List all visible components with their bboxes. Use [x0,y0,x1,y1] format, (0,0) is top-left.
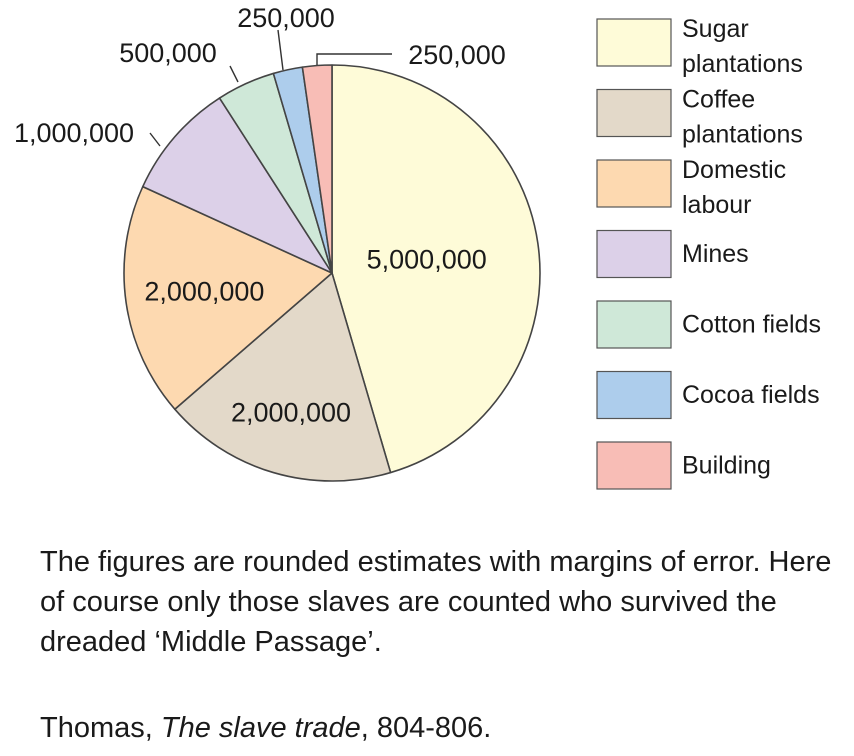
leader-line-mines [149,132,161,147]
slice-value-label-sugar-plantations: 5,000,000 [367,244,487,274]
legend-label-line: labour [682,191,752,219]
legend-label-domestic-labour: Domestic labour [682,156,786,219]
pie-chart: 5,000,000 2,000,000 2,000,000 1,000,000 500,… [14,3,821,490]
figure-note: The figures are rounded estimates with m… [40,546,832,658]
source-citation: Thomas, The slave trade, 804-806. [40,708,848,748]
citation-title: The slave trade [160,712,361,744]
leader-line-cotton-fields [229,65,239,83]
pie-slices [123,64,541,482]
pie-slice-building [301,64,333,274]
legend-label-cocoa-fields: Cocoa fields [682,381,820,409]
legend-swatch-cocoa-fields [596,370,672,420]
legend-swatch-cotton-fields [596,300,672,349]
legend-swatch-coffee-plantations [596,88,672,138]
legend-label-line: Domestic [682,156,786,184]
leader-line-building [316,53,392,65]
pie-value-labels: 5,000,000 2,000,000 2,000,000 1,000,000 500,… [14,3,506,428]
pie-slice-sugar-plantations [331,64,541,474]
legend-label-cotton-fields: Cotton fields [682,311,821,339]
legend-swatch-sugar-plantations [596,18,672,67]
legend-label-building: Building [682,452,771,480]
slice-value-label-coffee-plantations: 2,000,000 [231,398,351,428]
slice-value-label-building: 250,000 [408,40,506,70]
slice-value-label-cotton-fields: 500,000 [119,38,217,68]
legend-label-line: Sugar [682,15,749,43]
slice-value-label-mines: 1,000,000 [14,118,134,148]
legend-swatch-mines [596,229,672,279]
legend-label-coffee-plantations: Coffee plantations [682,86,803,149]
legend-label-sugar-plantations: Sugar plantations [682,15,803,78]
legend-label-line: plantations [682,121,803,149]
legend: Sugar plantations Coffee plantations Domesti… [596,15,821,490]
legend-label-line: plantations [682,50,803,78]
pie-slice-domestic-labour [123,185,333,411]
slice-value-label-domestic-labour: 2,000,000 [144,276,264,306]
legend-label-mines: Mines [682,240,749,268]
citation-pages: , 804-806. [360,712,492,744]
pie-leader-lines [149,29,392,147]
pie-slice-mines [142,97,333,274]
pie-slice-coffee-plantations [174,272,392,482]
legend-swatch-domestic-labour [596,159,672,208]
legend-label-line: Coffee [682,86,755,114]
leader-line-cocoa-fields [277,29,284,71]
legend-swatch-building [596,441,672,490]
slice-value-label-cocoa-fields: 250,000 [237,3,335,33]
citation-author: Thomas, [40,712,161,744]
